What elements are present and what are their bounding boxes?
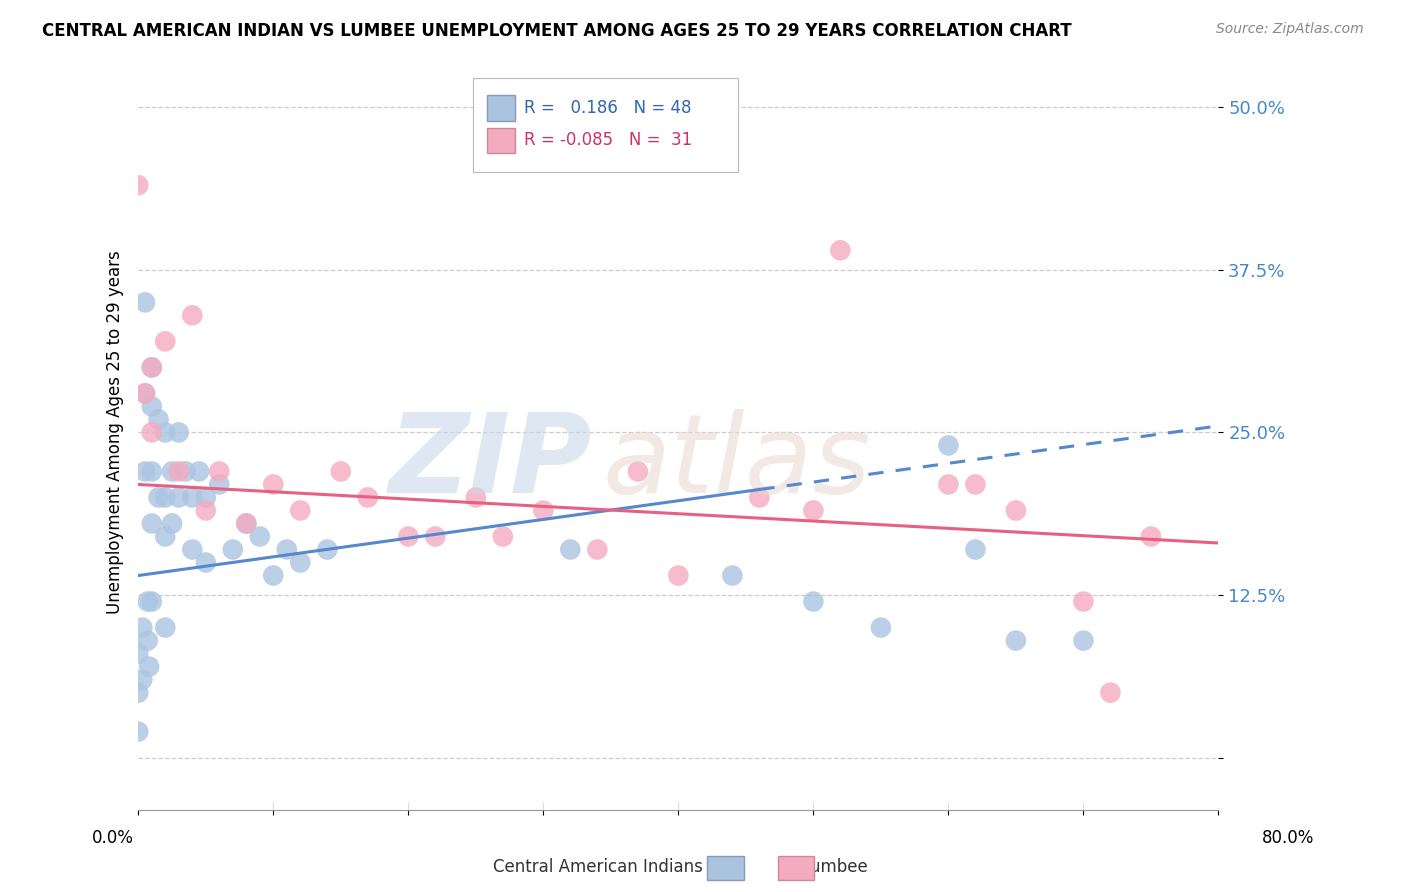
FancyBboxPatch shape <box>486 95 515 120</box>
Point <box>136 594 159 608</box>
Y-axis label: Unemployment Among Ages 25 to 29 years: Unemployment Among Ages 25 to 29 years <box>107 251 124 615</box>
Point <box>938 438 960 452</box>
Point <box>262 568 284 582</box>
Point <box>160 516 183 531</box>
Point <box>316 542 339 557</box>
Point <box>138 659 160 673</box>
FancyBboxPatch shape <box>486 128 515 153</box>
Point <box>208 477 231 491</box>
Point <box>531 503 554 517</box>
Point <box>464 491 486 505</box>
Point <box>155 334 177 349</box>
Point <box>235 516 257 531</box>
Point <box>357 491 380 505</box>
Point <box>586 542 609 557</box>
Point <box>127 647 149 661</box>
Point <box>290 556 312 570</box>
Point <box>131 673 153 687</box>
Point <box>492 529 515 543</box>
Point <box>155 491 177 505</box>
Point <box>141 594 163 608</box>
Point <box>188 465 211 479</box>
Point <box>249 529 271 543</box>
Point <box>181 491 204 505</box>
Point <box>1005 503 1028 517</box>
Point <box>167 491 190 505</box>
Point <box>141 400 163 414</box>
Text: 0.0%: 0.0% <box>91 829 134 847</box>
Text: CENTRAL AMERICAN INDIAN VS LUMBEE UNEMPLOYMENT AMONG AGES 25 TO 29 YEARS CORRELA: CENTRAL AMERICAN INDIAN VS LUMBEE UNEMPL… <box>42 22 1071 40</box>
Point <box>127 685 149 699</box>
Point <box>134 386 156 401</box>
Point <box>803 503 825 517</box>
Point <box>136 633 159 648</box>
Point <box>141 360 163 375</box>
Point <box>1099 685 1122 699</box>
Point <box>141 516 163 531</box>
Text: atlas: atlas <box>603 409 872 516</box>
Point <box>148 491 170 505</box>
Point <box>194 491 217 505</box>
Point <box>721 568 744 582</box>
Text: R =   0.186   N = 48: R = 0.186 N = 48 <box>524 99 692 117</box>
Point <box>235 516 257 531</box>
Point <box>134 386 156 401</box>
Point <box>134 465 156 479</box>
Point <box>627 465 650 479</box>
Point <box>965 542 987 557</box>
Point <box>155 621 177 635</box>
Point <box>1140 529 1163 543</box>
Point <box>396 529 419 543</box>
Text: 80.0%: 80.0% <box>1263 829 1315 847</box>
Point <box>194 556 217 570</box>
Point <box>141 360 163 375</box>
Point <box>194 503 217 517</box>
Point <box>127 724 149 739</box>
Point <box>803 594 825 608</box>
Point <box>131 621 153 635</box>
Text: ZIP: ZIP <box>388 409 592 516</box>
Point <box>1005 633 1028 648</box>
Point <box>127 178 149 193</box>
Point <box>290 503 312 517</box>
Point <box>222 542 245 557</box>
Point <box>208 465 231 479</box>
Text: Lumbee: Lumbee <box>801 858 868 876</box>
Point <box>155 529 177 543</box>
Point <box>167 425 190 440</box>
Point <box>141 425 163 440</box>
Point <box>262 477 284 491</box>
Point <box>148 412 170 426</box>
Text: Source: ZipAtlas.com: Source: ZipAtlas.com <box>1216 22 1364 37</box>
Point <box>134 295 156 310</box>
Text: Central American Indians: Central American Indians <box>494 858 703 876</box>
Point <box>141 465 163 479</box>
Point <box>167 465 190 479</box>
Point <box>160 465 183 479</box>
Point <box>174 465 197 479</box>
Point <box>1073 633 1095 648</box>
Point <box>425 529 447 543</box>
Point <box>560 542 582 557</box>
Point <box>830 244 852 258</box>
Text: R = -0.085   N =  31: R = -0.085 N = 31 <box>524 131 692 149</box>
Point <box>181 542 204 557</box>
Point <box>276 542 298 557</box>
Point <box>965 477 987 491</box>
Point <box>748 491 770 505</box>
Point <box>870 621 893 635</box>
FancyBboxPatch shape <box>474 78 738 172</box>
Point <box>1073 594 1095 608</box>
Point <box>155 425 177 440</box>
Point <box>329 465 352 479</box>
Point <box>938 477 960 491</box>
Point <box>666 568 689 582</box>
Point <box>181 309 204 323</box>
